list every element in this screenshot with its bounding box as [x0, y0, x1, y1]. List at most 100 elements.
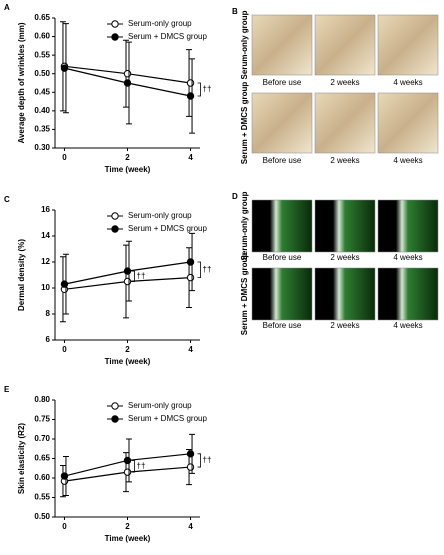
- annotation: ††: [203, 85, 212, 94]
- y-tick-label: 0.60: [34, 473, 50, 482]
- legend-marker: [111, 415, 119, 423]
- data-point: [123, 70, 132, 78]
- photo-caption: Before use: [263, 156, 302, 165]
- photo: [377, 267, 439, 321]
- legend-marker: [111, 402, 119, 410]
- significance-bracket: [131, 460, 135, 473]
- photo: [314, 199, 376, 253]
- legend-label: Serum-only group: [128, 401, 192, 410]
- y-tick-label: 0.65: [34, 13, 50, 22]
- photo: [377, 199, 439, 253]
- legend-label: Serum-only group: [128, 19, 192, 28]
- photo-caption: 2 weeks: [330, 78, 359, 87]
- y-tick-label: 10: [41, 283, 50, 292]
- photo-caption: 4 weeks: [393, 253, 422, 262]
- significance-bracket: [197, 453, 201, 468]
- y-tick-label: 6: [46, 335, 51, 344]
- y-tick-label: 0.50: [34, 69, 50, 78]
- y-tick-label: 0.55: [34, 50, 50, 59]
- significance-bracket: [197, 261, 201, 278]
- legend-marker: [111, 212, 119, 220]
- legend-marker: [111, 20, 119, 28]
- y-tick-label: 0.40: [34, 106, 50, 115]
- data-point: [60, 64, 69, 72]
- y-tick-label: 0.65: [34, 454, 50, 463]
- data-point: [123, 79, 132, 87]
- data-point: [186, 273, 195, 282]
- annotation: ††: [203, 265, 212, 274]
- row-label: Serum-only group: [240, 10, 249, 79]
- annotation: ††: [137, 461, 146, 470]
- panel-letter: C: [4, 195, 10, 204]
- significance-bracket: [197, 82, 201, 97]
- panel-letter: B: [232, 7, 238, 16]
- x-axis-label: Time (week): [105, 165, 151, 174]
- y-tick-label: 12: [41, 257, 50, 266]
- panel-letter: D: [232, 192, 238, 201]
- panel-letter: A: [4, 3, 10, 12]
- photo-caption: 2 weeks: [330, 156, 359, 165]
- photo-caption: 4 weeks: [393, 321, 422, 330]
- row-label: Serum + DMCS group: [240, 82, 249, 165]
- data-point: [123, 456, 132, 465]
- x-axis-label: Time (week): [105, 357, 151, 366]
- y-tick-label: 0.75: [34, 415, 50, 424]
- y-axis-label: Average depth of wrinkles (mm): [17, 22, 26, 143]
- row-label: Serum + DMCS group: [240, 253, 249, 336]
- y-tick-label: 0.60: [34, 32, 50, 41]
- photo: [251, 267, 313, 321]
- photo: [314, 92, 376, 154]
- photo: [314, 14, 376, 76]
- y-tick-label: 0.80: [34, 395, 50, 404]
- photo-caption: 4 weeks: [393, 78, 422, 87]
- legend-label: Serum + DMCS group: [128, 224, 207, 233]
- x-tick-label: 0: [62, 522, 67, 531]
- data-point: [123, 468, 132, 476]
- legend-marker: [111, 225, 119, 233]
- photo-caption: 2 weeks: [330, 321, 359, 330]
- row-label: Serum-only group: [240, 191, 249, 260]
- legend-label: Serum + DMCS group: [128, 32, 207, 41]
- significance-bracket: [131, 270, 135, 282]
- y-axis-label: Dermal density (%): [17, 239, 26, 311]
- y-tick-label: 0.70: [34, 434, 50, 443]
- data-point: [123, 267, 132, 275]
- y-tick-label: 8: [46, 309, 51, 318]
- y-axis-label: Skin elasticity (R2): [17, 423, 26, 494]
- photo-caption: 2 weeks: [330, 253, 359, 262]
- panel-letter: E: [4, 385, 10, 394]
- legend-label: Serum + DMCS group: [128, 414, 207, 423]
- x-tick-label: 2: [125, 522, 130, 531]
- y-tick-label: 0.35: [34, 125, 50, 134]
- photo: [251, 199, 313, 253]
- photo: [377, 14, 439, 76]
- x-tick-label: 4: [188, 522, 193, 531]
- y-tick-label: 0.30: [34, 143, 50, 152]
- data-point: [60, 280, 69, 288]
- data-point: [186, 258, 195, 266]
- photo-caption: 4 weeks: [393, 156, 422, 165]
- photo: [251, 92, 313, 154]
- data-point: [186, 79, 195, 87]
- y-tick-label: 0.55: [34, 493, 50, 502]
- annotation: ††: [203, 456, 212, 465]
- legend-marker: [111, 33, 119, 41]
- annotation: ††: [137, 271, 146, 280]
- y-tick-label: 0.50: [34, 512, 50, 521]
- y-tick-label: 0.45: [34, 87, 50, 96]
- data-point: [60, 472, 69, 480]
- photo: [251, 14, 313, 76]
- x-tick-label: 0: [62, 345, 67, 354]
- x-axis-label: Time (week): [105, 534, 151, 543]
- x-tick-label: 2: [125, 153, 130, 162]
- x-tick-label: 2: [125, 345, 130, 354]
- data-point: [186, 463, 195, 471]
- x-tick-label: 4: [188, 153, 193, 162]
- photo-caption: Before use: [263, 321, 302, 330]
- x-tick-label: 4: [188, 345, 193, 354]
- data-point: [186, 450, 195, 458]
- x-tick-label: 0: [62, 153, 67, 162]
- legend-label: Serum-only group: [128, 211, 192, 220]
- y-tick-label: 14: [41, 231, 50, 240]
